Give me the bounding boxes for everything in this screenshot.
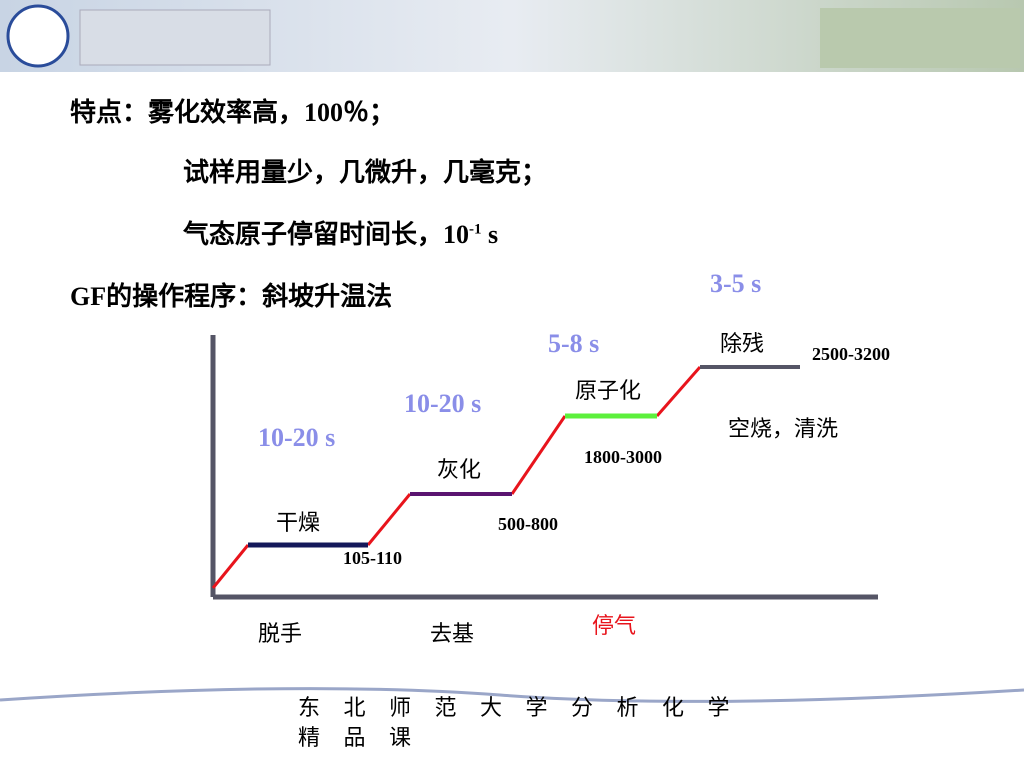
bottom-label: 脱手 — [258, 622, 303, 647]
stage-label: 除残 — [720, 332, 765, 357]
logo — [6, 4, 70, 68]
footer-text: 东 北 师 范 大 学 分 析 化 学 — [298, 695, 730, 720]
stage-label: 灰化 — [437, 458, 482, 483]
stage-temperature: 105-110 — [343, 548, 403, 568]
intro-line: GF的操作程序：斜坡升温法 — [70, 282, 393, 311]
unit: s — [488, 220, 499, 249]
intro-line: 特点：雾化效率高，100％； — [70, 98, 396, 127]
exponent: -1 — [469, 221, 482, 238]
gate-image — [820, 8, 1020, 68]
stage-temperature: 1800-3000 — [584, 447, 662, 467]
intro-text: 气态原子停留时间长，10 — [183, 220, 470, 249]
stage-label: 干燥 — [276, 511, 321, 536]
stage-duration: 3-5 s — [710, 269, 762, 298]
bottom-label: 停气 — [592, 614, 637, 639]
footer-text: 精 品 课 — [298, 725, 412, 750]
stage-duration: 5-8 s — [548, 329, 600, 358]
ramps — [211, 366, 702, 589]
stage-duration: 10-20 s — [404, 389, 482, 418]
stage-label: 原子化 — [575, 379, 642, 404]
footer-swoosh — [0, 687, 1024, 703]
stage-duration: 10-20 s — [258, 423, 336, 452]
stage-note: 空烧，清洗 — [728, 417, 839, 442]
bottom-label: 去基 — [430, 622, 475, 647]
building-image — [79, 9, 271, 66]
intro-line: 试样用量少，几微升，几毫克； — [183, 158, 548, 187]
stage-temperature: 2500-3200 — [812, 344, 890, 364]
stage-temperature: 500-800 — [498, 514, 558, 534]
intro-line: 气态原子停留时间长，10-1 s — [183, 214, 498, 251]
